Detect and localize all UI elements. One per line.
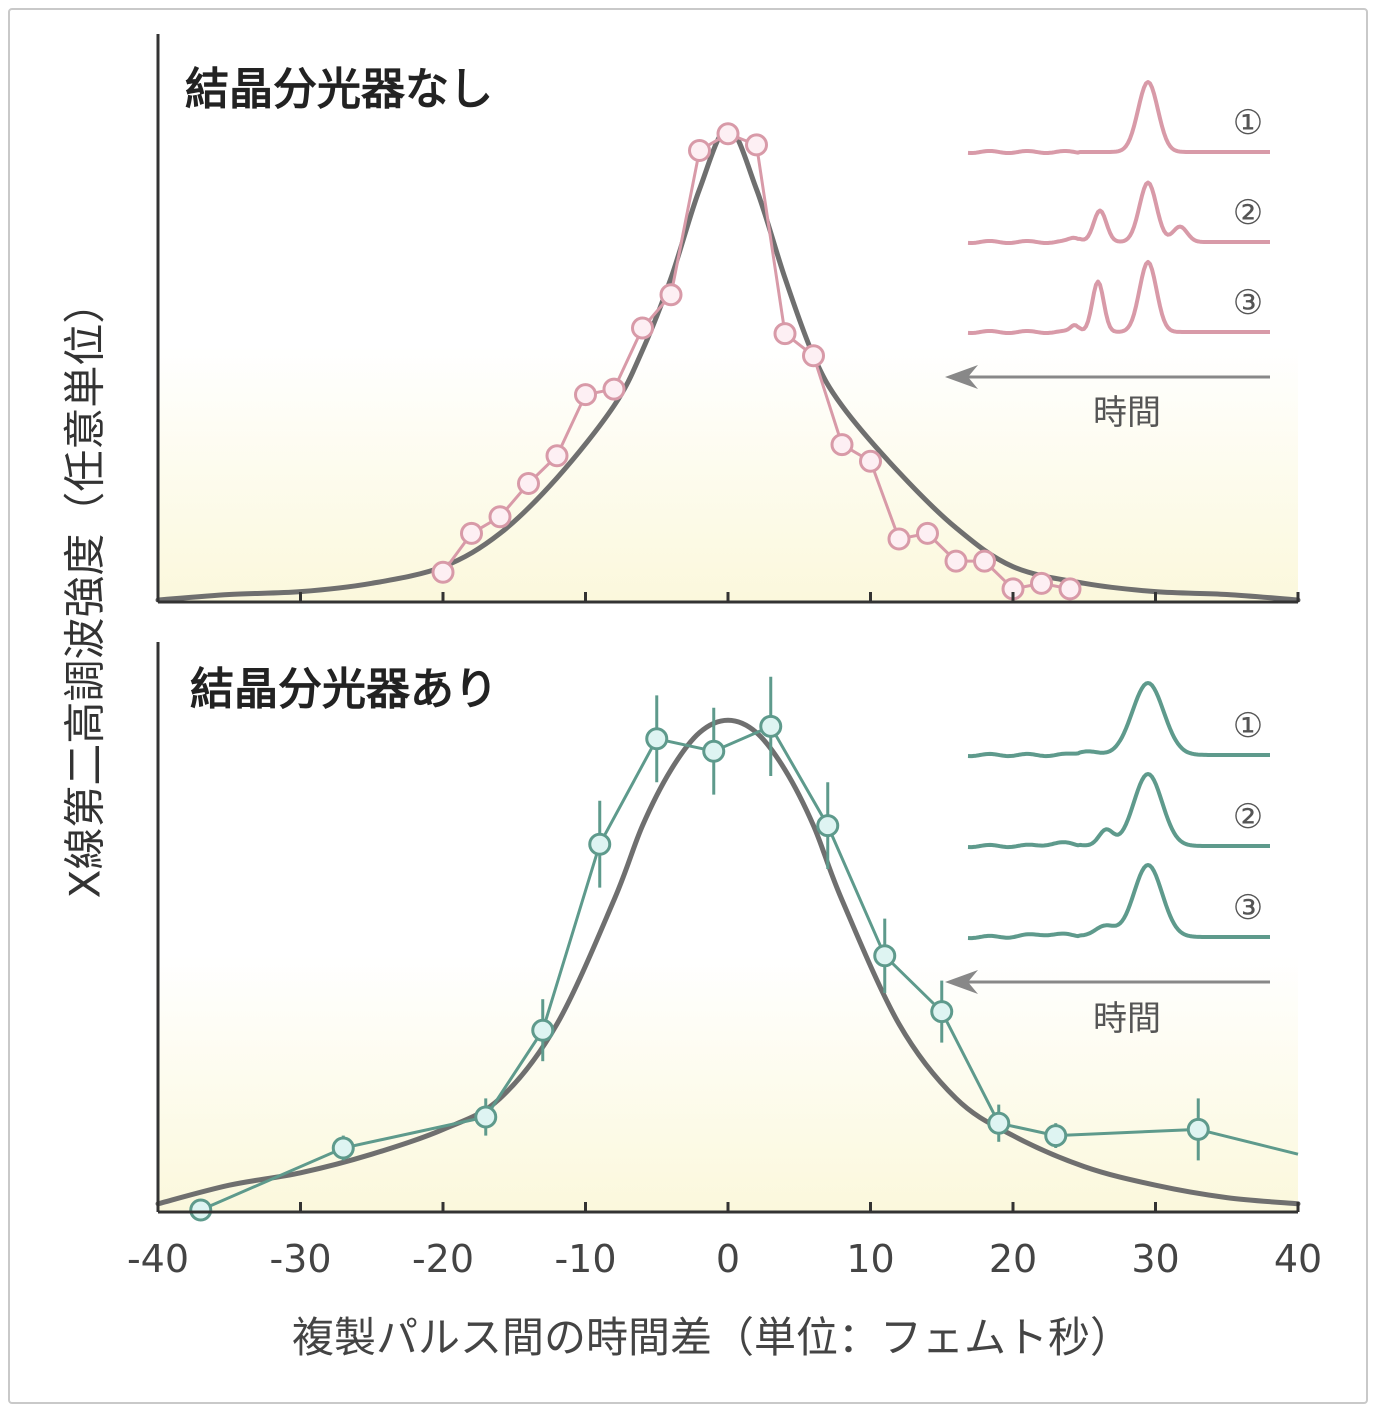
data-point: [802, 344, 825, 368]
data-point: [944, 549, 968, 573]
data-point: [631, 316, 654, 340]
data-point: [517, 471, 540, 495]
fit-curve: [155, 717, 1301, 1207]
time-arrow-head: [945, 365, 978, 389]
x-tick-label: -10: [554, 1237, 616, 1281]
pulse-trace: [967, 681, 1270, 759]
data-point: [887, 527, 911, 551]
data-point: [460, 521, 483, 545]
data-point: [973, 549, 996, 573]
x-tick-label: -30: [269, 1237, 331, 1281]
x-tick-label: 30: [1131, 1237, 1179, 1281]
panel-top-marks: [155, 122, 1301, 603]
x-tick-label: -20: [412, 1237, 474, 1281]
x-tick-label: 20: [989, 1237, 1037, 1281]
data-point: [1030, 571, 1053, 595]
data-point: [645, 727, 669, 751]
measured-line: [200, 724, 1199, 1212]
panel-top-title: 結晶分光器なし: [185, 64, 493, 115]
pulse-trace: [967, 260, 1270, 335]
data-point: [659, 283, 683, 307]
measured-line-tail: [1197, 1127, 1299, 1156]
data-point: [574, 383, 597, 407]
panel-top-inset: ① ② ③ 時間: [945, 80, 1270, 433]
y-axis-label: X線第二高調波強度（任意単位）: [61, 282, 110, 899]
x-tick-label: 40: [1274, 1237, 1322, 1281]
pulse-number-label: ③: [1233, 283, 1263, 323]
x-axis-label: 複製パルス間の時間差（単位：フェムト秒）: [292, 1313, 1132, 1362]
time-arrow-head: [945, 970, 978, 994]
data-point: [1058, 577, 1082, 601]
pulse-trace: [967, 180, 1270, 245]
x-tick-label: 0: [716, 1237, 740, 1281]
panel-bottom-inset: ① ② ③ 時間: [945, 681, 1270, 1039]
data-point: [602, 377, 626, 401]
panel-top-background: [158, 34, 1298, 602]
pulse-trace: [967, 863, 1270, 941]
data-point: [588, 832, 612, 856]
data-point: [431, 560, 455, 584]
data-point: [859, 449, 882, 473]
data-point: [873, 944, 897, 968]
pulse-trace: [967, 772, 1270, 850]
data-point: [331, 1136, 355, 1160]
pulse-trace: [967, 80, 1270, 155]
data-point: [759, 714, 783, 738]
pulse-number-label: ②: [1233, 797, 1263, 837]
time-arrow-label: 時間: [1093, 393, 1161, 433]
data-point: [987, 1111, 1011, 1135]
panel-bottom: 結晶分光器あり ① ② ③ 時間 -40 -30 -20 -10 0 10 20 30 40: [127, 642, 1322, 1281]
time-arrow-label: 時間: [1093, 999, 1161, 1039]
data-point: [1044, 1124, 1068, 1148]
data-point: [531, 1018, 555, 1042]
panel-bottom-title: 結晶分光器あり: [190, 664, 498, 715]
pulse-number-label: ①: [1233, 103, 1263, 143]
pulse-number-label: ②: [1233, 193, 1263, 233]
data-point: [830, 433, 854, 457]
x-tick-label: 10: [846, 1237, 894, 1281]
data-point: [1186, 1117, 1210, 1141]
data-point: [745, 133, 768, 157]
panel-bottom-axes: [156, 642, 1300, 1214]
data-point: [816, 814, 840, 838]
data-point: [688, 138, 711, 162]
pulse-number-label: ③: [1233, 888, 1263, 928]
panel-top: 結晶分光器なし ① ② ③ 時間: [155, 34, 1301, 604]
data-point: [702, 739, 726, 763]
data-point: [488, 505, 512, 529]
data-point: [773, 322, 797, 346]
data-point: [916, 521, 939, 545]
data-point: [930, 1000, 954, 1024]
data-point: [545, 444, 569, 468]
data-point: [189, 1198, 213, 1222]
pulse-number-label: ①: [1233, 706, 1263, 746]
x-tick-labels: -40 -30 -20 -10 0 10 20 30 40: [127, 1237, 1322, 1281]
data-point: [716, 122, 740, 146]
data-point: [474, 1105, 498, 1129]
x-tick-label: -40: [127, 1237, 189, 1281]
panel-top-axes: [156, 34, 1300, 604]
panel-bottom-marks: [155, 676, 1301, 1222]
